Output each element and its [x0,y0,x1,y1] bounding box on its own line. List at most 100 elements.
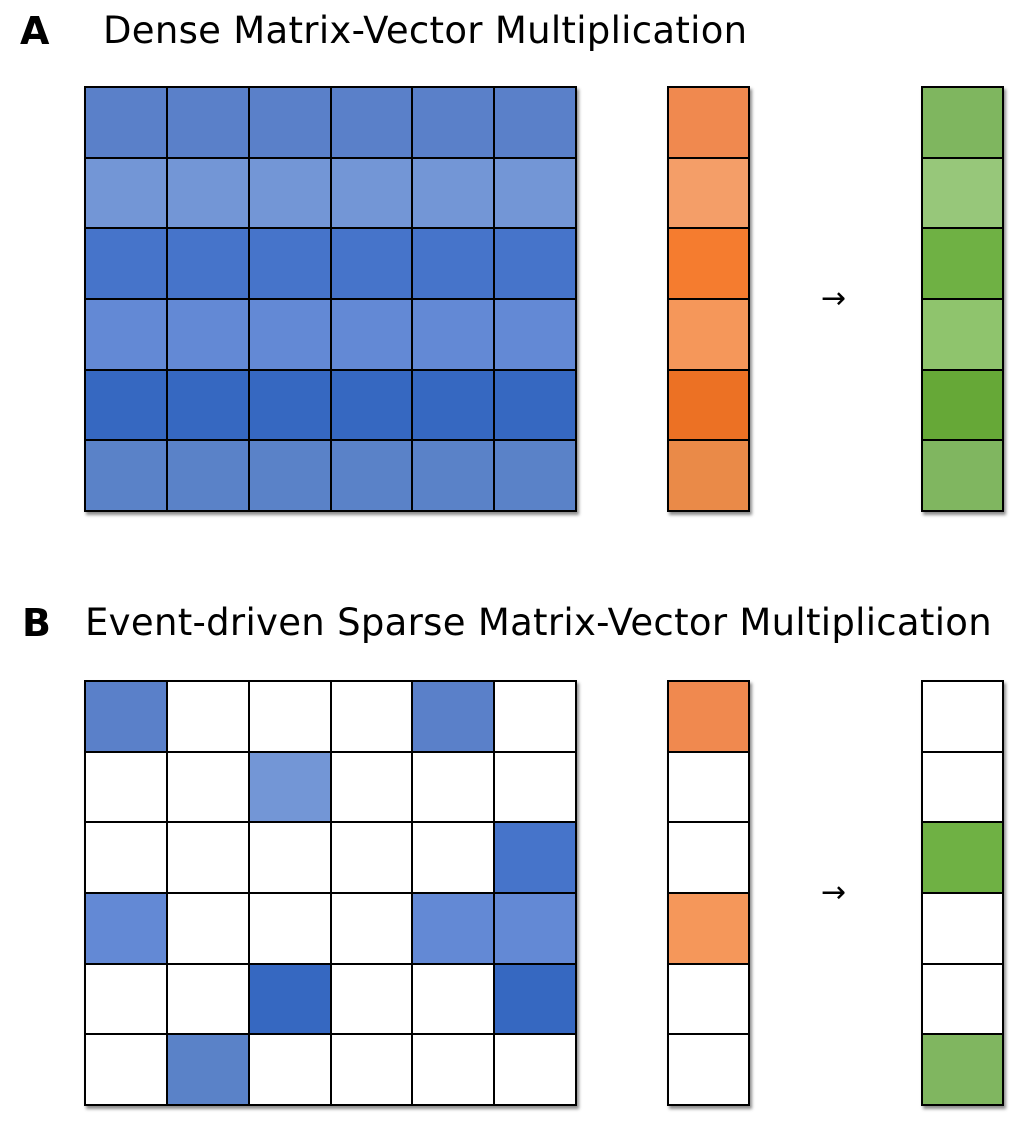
matrix-cell [494,298,576,370]
vector-cell [668,157,749,229]
sparse-input-vector [667,680,750,1106]
matrix-cell [412,369,495,441]
matrix-cell [330,298,413,370]
panel-a-arrow: → [821,281,847,316]
vector-cell [668,87,749,158]
matrix-cell [494,228,576,299]
vector-cell-empty [922,892,1003,964]
matrix-cell-active [494,892,576,964]
panel-b-letter: B [22,601,51,645]
matrix-cell [166,298,249,370]
matrix-cell-empty [248,822,331,893]
matrix-cell-empty [85,751,167,823]
matrix-cell-active [494,963,576,1035]
panel-b-arrow: → [821,875,847,910]
matrix-cell [166,157,249,229]
matrix-cell-empty [412,963,495,1035]
matrix-cell [330,369,413,441]
matrix-cell-empty [330,963,413,1035]
vector-cell-empty [668,822,749,893]
matrix-cell-empty [412,822,495,893]
vector-cell [922,157,1003,229]
sparse-matrix [84,680,577,1106]
matrix-cell [494,87,576,158]
matrix-cell-empty [412,751,495,823]
matrix-cell [494,369,576,441]
matrix-cell [248,157,331,229]
vector-cell-active [668,681,749,752]
vector-cell-empty [922,963,1003,1035]
matrix-cell [330,440,413,511]
matrix-cell-active [85,892,167,964]
matrix-cell [330,228,413,299]
vector-cell [922,228,1003,299]
vector-cell [922,87,1003,158]
matrix-cell-empty [330,751,413,823]
matrix-cell-empty [330,1034,413,1105]
matrix-cell-empty [330,892,413,964]
matrix-cell [248,440,331,511]
panel-a-title: Dense Matrix-Vector Multiplication [103,9,748,52]
matrix-cell-empty [166,963,249,1035]
matrix-cell-empty [248,892,331,964]
matrix-cell [166,228,249,299]
matrix-cell-empty [494,1034,576,1105]
matrix-cell [85,87,167,158]
matrix-cell-empty [330,681,413,752]
matrix-cell [248,298,331,370]
matrix-cell-empty [494,751,576,823]
matrix-cell-active [248,751,331,823]
vector-cell [668,228,749,299]
matrix-cell [85,440,167,511]
panel-a-letter: A [20,9,50,53]
sparse-output-vector [921,680,1004,1106]
matrix-cell-empty [330,822,413,893]
matrix-cell-active [166,1034,249,1105]
matrix-cell [494,157,576,229]
matrix-cell [166,440,249,511]
vector-cell [922,298,1003,370]
matrix-cell-empty [166,822,249,893]
matrix-cell [412,440,495,511]
dense-output-vector [921,86,1004,512]
matrix-cell-active [85,681,167,752]
matrix-cell-active [412,892,495,964]
vector-cell [668,369,749,441]
vector-cell-active [922,1034,1003,1105]
vector-cell-empty [668,751,749,823]
vector-cell [922,440,1003,511]
vector-cell-empty [922,751,1003,823]
matrix-cell [166,369,249,441]
matrix-cell [412,157,495,229]
matrix-cell-empty [248,681,331,752]
matrix-cell-active [412,681,495,752]
matrix-cell [248,87,331,158]
vector-cell-active [668,892,749,964]
vector-cell-empty [668,963,749,1035]
dense-input-vector [667,86,750,512]
matrix-cell [85,298,167,370]
matrix-cell-empty [85,1034,167,1105]
matrix-cell [330,157,413,229]
matrix-cell [85,228,167,299]
panel-b-title: Event-driven Sparse Matrix-Vector Multip… [85,601,992,644]
matrix-cell [412,87,495,158]
matrix-cell-empty [85,963,167,1035]
matrix-cell-empty [166,681,249,752]
matrix-cell-active [494,822,576,893]
matrix-cell-empty [166,751,249,823]
dense-matrix [84,86,577,512]
matrix-cell [330,87,413,158]
matrix-cell [85,369,167,441]
matrix-cell [248,369,331,441]
vector-cell-empty [922,681,1003,752]
vector-cell [922,369,1003,441]
matrix-cell [494,440,576,511]
matrix-cell-empty [248,1034,331,1105]
matrix-cell [85,157,167,229]
matrix-cell-active [248,963,331,1035]
matrix-cell [166,87,249,158]
matrix-cell-empty [166,892,249,964]
matrix-cell [248,228,331,299]
matrix-cell [412,228,495,299]
